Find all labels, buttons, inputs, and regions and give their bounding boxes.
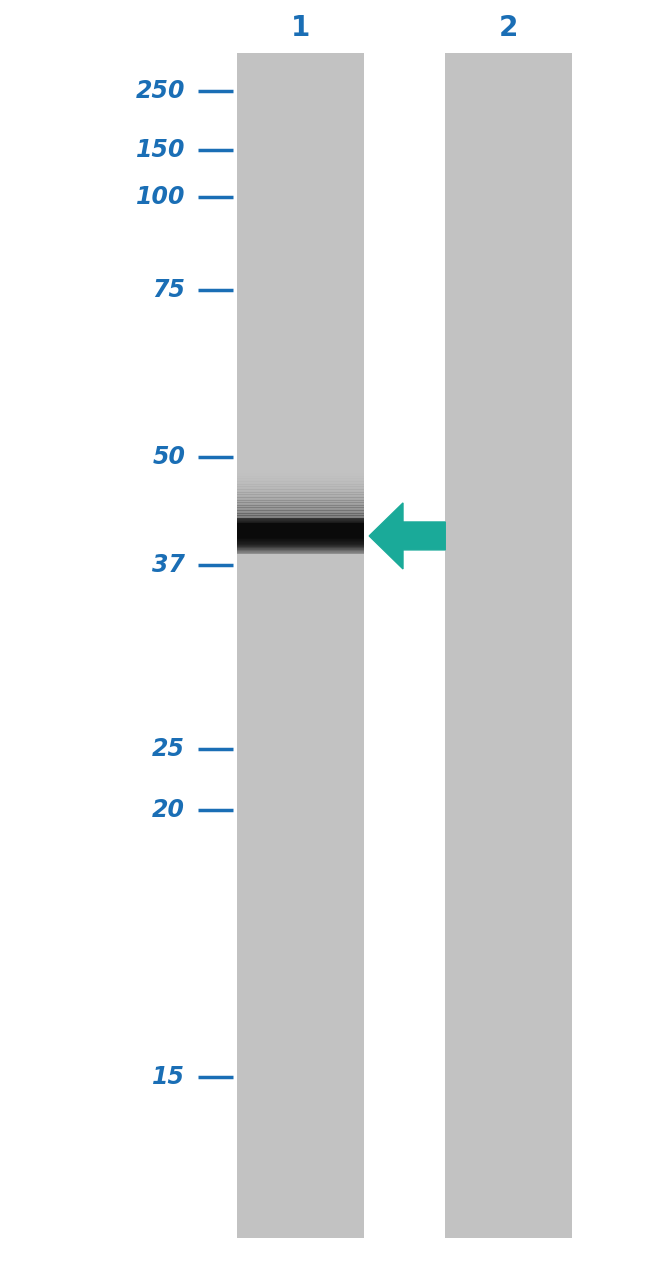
Bar (237, 483, 364, 485)
Bar (237, 499, 364, 502)
Bar (237, 508, 364, 511)
Text: 150: 150 (136, 138, 185, 161)
Bar (237, 481, 364, 484)
Bar (237, 500, 364, 503)
Bar (237, 493, 364, 495)
Text: 50: 50 (152, 446, 185, 469)
Bar (237, 498, 364, 499)
Text: 25: 25 (152, 738, 185, 761)
Text: 37: 37 (152, 554, 185, 577)
Bar (237, 512, 364, 514)
Bar (237, 471, 364, 474)
Bar (237, 53, 364, 1238)
Bar (237, 489, 364, 491)
Bar (237, 513, 364, 516)
Bar (237, 507, 364, 509)
Bar (237, 486, 364, 488)
Bar (237, 514, 364, 517)
Text: 75: 75 (152, 278, 185, 301)
Bar (237, 470, 364, 472)
Bar (237, 484, 364, 486)
Text: 250: 250 (136, 80, 185, 103)
Text: 100: 100 (136, 185, 185, 208)
Bar (237, 476, 364, 479)
Bar (237, 475, 364, 478)
Bar (237, 504, 364, 505)
Bar (237, 511, 364, 512)
Bar (237, 495, 364, 498)
Bar (237, 480, 364, 481)
Bar (237, 490, 364, 493)
Text: 1: 1 (291, 14, 310, 42)
Bar (237, 502, 364, 504)
Bar (237, 478, 364, 480)
Bar (237, 474, 364, 475)
Text: 20: 20 (152, 799, 185, 822)
Bar (237, 517, 364, 518)
Bar (237, 488, 364, 490)
Text: 15: 15 (152, 1066, 185, 1088)
Text: 2: 2 (499, 14, 518, 42)
Bar (237, 494, 364, 497)
FancyArrow shape (369, 503, 445, 569)
Bar (445, 53, 572, 1238)
Bar (237, 505, 364, 508)
